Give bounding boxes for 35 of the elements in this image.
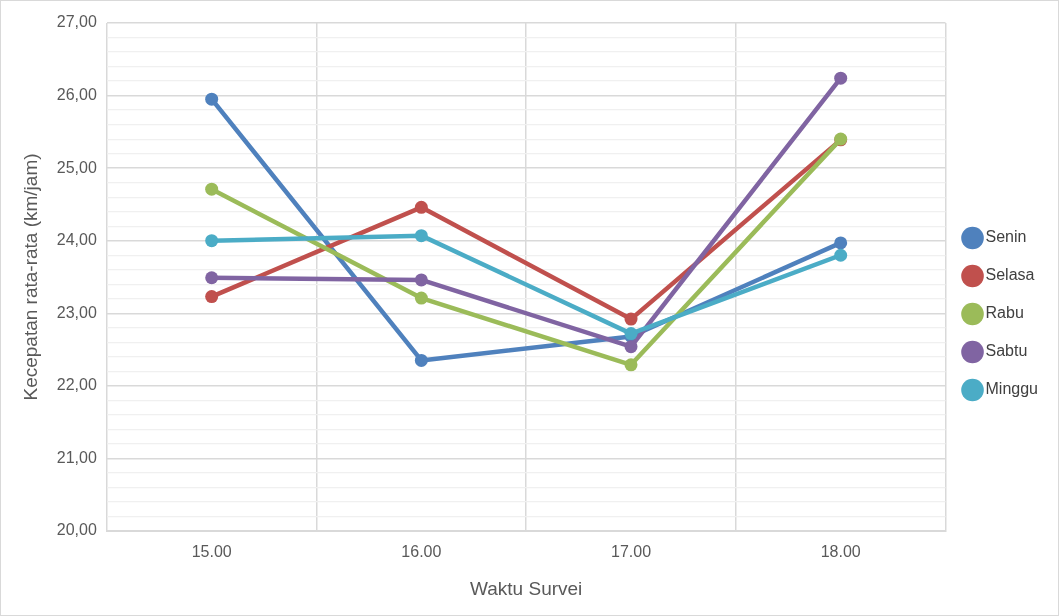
y-tick-label: 24,00 xyxy=(56,231,97,249)
x-tick-label: 17.00 xyxy=(610,543,652,561)
x-tick-label: 15.00 xyxy=(191,543,232,561)
y-tick-label: 25,00 xyxy=(56,158,97,176)
legend-label: Selasa xyxy=(985,266,1035,284)
point xyxy=(624,340,638,354)
x-axis-title: Waktu Survei xyxy=(470,577,583,599)
point xyxy=(205,182,219,196)
y-tick-label: 21,00 xyxy=(56,448,97,466)
y-tick-label: 22,00 xyxy=(56,376,97,394)
x-tick-label: 18.00 xyxy=(820,543,861,561)
point xyxy=(205,290,219,304)
point xyxy=(624,312,638,326)
y-tick-label: 23,00 xyxy=(56,303,97,321)
point xyxy=(834,236,848,250)
point xyxy=(414,273,428,287)
point xyxy=(414,353,428,367)
point xyxy=(414,229,428,243)
point xyxy=(205,271,219,285)
y-axis-title: Kecepatan rata-rata (km/jam) xyxy=(19,153,41,401)
y-tick-label: 26,00 xyxy=(56,85,97,103)
point xyxy=(414,200,428,214)
legend-label: Minggu xyxy=(985,380,1039,398)
y-tick-label: 20,00 xyxy=(56,521,97,539)
point xyxy=(414,291,428,305)
point xyxy=(834,248,848,262)
point xyxy=(624,358,638,372)
legend-label: Senin xyxy=(985,228,1027,246)
legend-label: Rabu xyxy=(985,304,1024,322)
point xyxy=(205,92,219,106)
legend-label: Sabtu xyxy=(985,342,1028,360)
y-tick-label: 27,00 xyxy=(56,13,97,31)
point xyxy=(834,71,848,85)
x-tick-label: 16.00 xyxy=(401,543,442,561)
point xyxy=(205,234,219,248)
